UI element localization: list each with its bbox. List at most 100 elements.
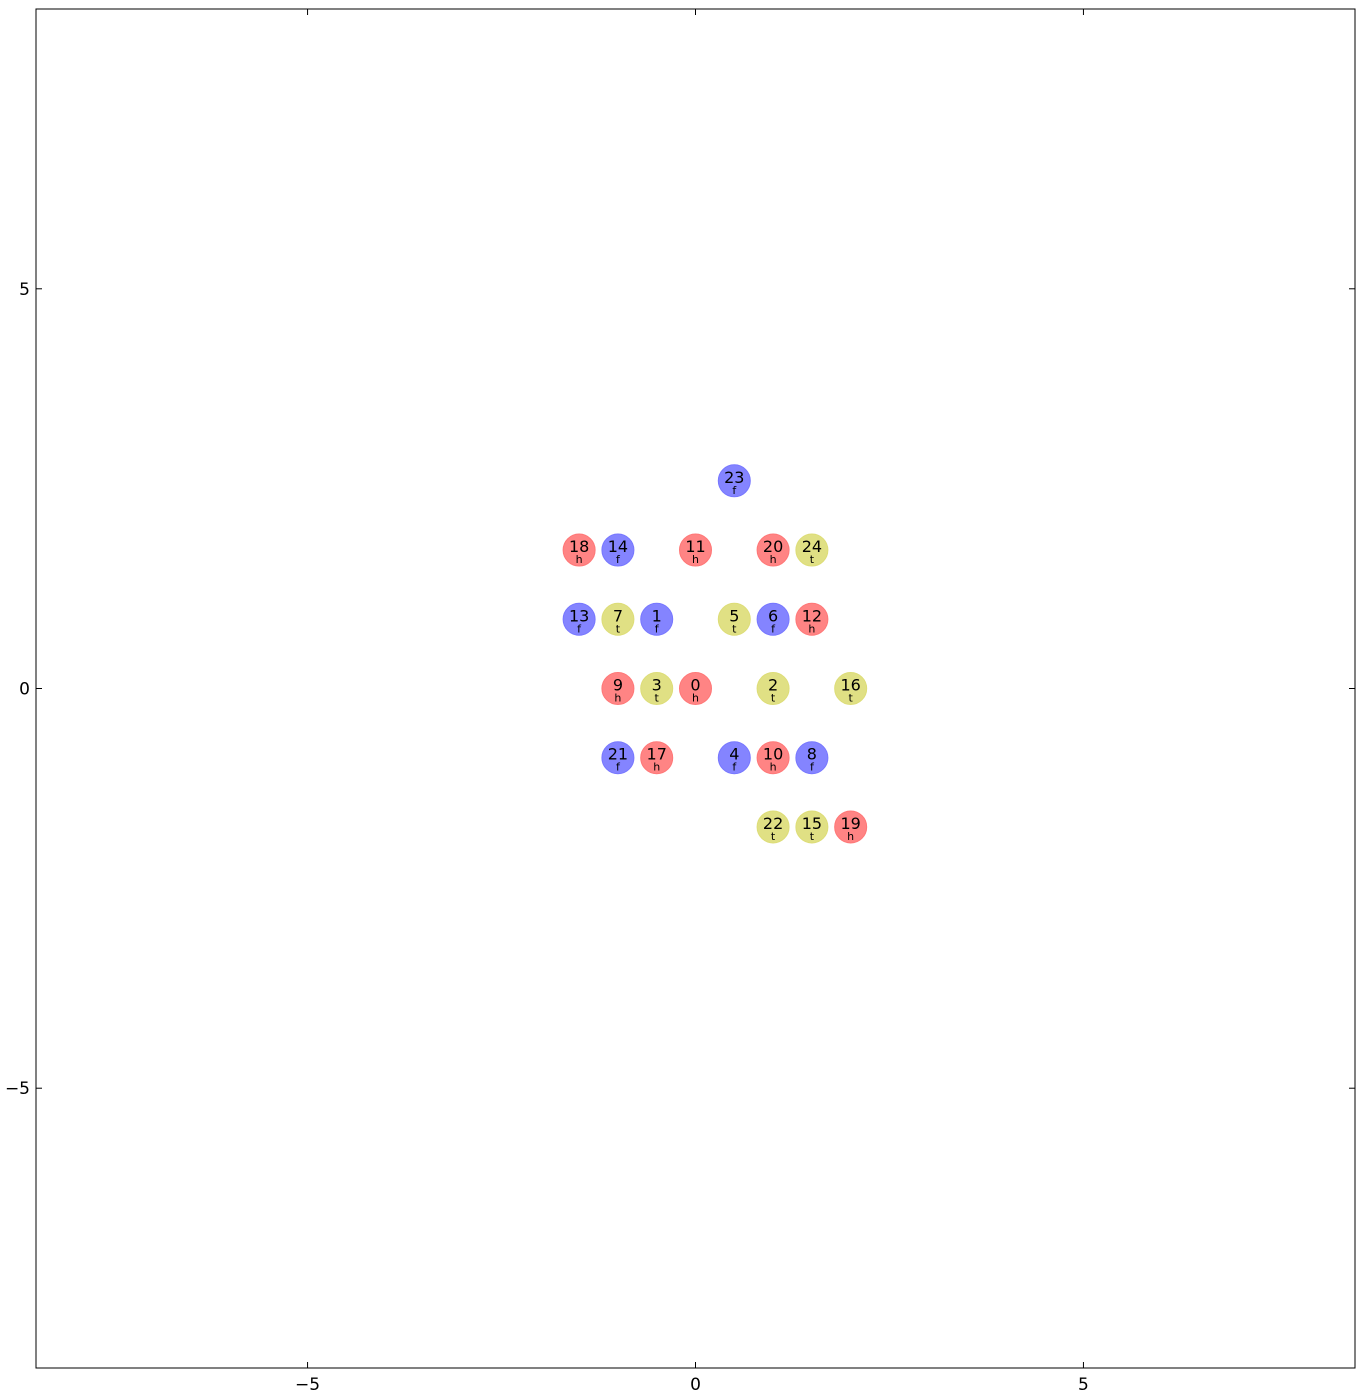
point-id-label: 12 [802,606,822,625]
point-type-label: h [770,761,777,774]
point-marker [834,810,868,844]
data-point: 12h [795,602,829,636]
point-type-label: h [808,622,815,635]
point-marker [795,533,829,567]
data-point: 24t [795,533,829,567]
data-point: 6f [756,602,790,636]
data-point: 7t [601,602,635,636]
data-points: 0h1f2t3t4f5t6f7t8f9h10h11h12h13f14f15t16… [562,464,868,844]
point-id-label: 18 [569,537,589,556]
point-marker [717,602,751,636]
y-tick-label: −5 [5,1079,30,1099]
data-point: 19h [834,810,868,844]
data-point: 14f [601,533,635,567]
data-point: 4f [717,741,751,775]
point-marker [679,672,712,705]
point-id-label: 17 [647,745,667,764]
point-id-label: 8 [807,745,817,764]
data-point: 23f [717,464,751,498]
point-marker [756,602,790,636]
point-type-label: h [576,553,583,566]
point-marker [756,533,790,567]
point-type-label: t [771,830,776,843]
point-type-label: h [614,692,621,705]
point-type-label: f [810,761,815,774]
point-id-label: 5 [729,606,739,625]
point-type-label: t [810,830,815,843]
point-type-label: f [771,622,776,635]
point-id-label: 23 [724,468,744,487]
data-point: 16t [834,672,868,705]
point-marker [640,602,674,636]
point-type-label: t [655,692,660,705]
point-marker [601,602,635,636]
point-type-label: t [849,692,854,705]
point-marker [795,741,829,775]
data-point: 18h [562,533,596,567]
point-id-label: 15 [802,814,822,833]
data-point: 8f [795,741,829,775]
data-point: 21f [601,741,635,775]
point-id-label: 1 [652,606,662,625]
point-type-label: f [616,761,621,774]
data-point: 22t [756,810,790,844]
x-tick-label: −5 [295,1375,320,1395]
y-tick-label: 5 [19,280,30,300]
point-type-label: h [770,553,777,566]
point-id-label: 21 [608,745,628,764]
point-type-label: t [771,692,776,705]
point-marker [640,672,674,705]
point-marker [562,533,596,567]
point-marker [795,810,829,844]
point-type-label: t [810,553,815,566]
point-id-label: 2 [768,676,778,695]
point-id-label: 14 [608,537,628,556]
point-id-label: 6 [768,606,778,625]
point-marker [640,741,674,775]
data-point: 2t [756,672,790,705]
x-tick-label: 5 [1078,1375,1089,1395]
point-id-label: 20 [763,537,783,556]
point-id-label: 7 [613,606,623,625]
data-point: 13f [562,602,596,636]
axis-ticks: −5 0 5 5 0 −5 [5,9,1355,1395]
point-type-label: f [577,622,582,635]
data-point: 3t [640,672,674,705]
point-id-label: 22 [763,814,783,833]
point-type-label: h [653,761,660,774]
data-point: 17h [640,741,674,775]
data-point: 1f [640,602,674,636]
point-marker [834,672,868,705]
data-point: 11h [679,533,712,567]
data-point: 15t [795,810,829,844]
point-id-label: 16 [840,676,860,695]
point-marker [601,533,635,567]
data-point: 9h [601,672,635,705]
point-id-label: 3 [652,676,662,695]
point-marker [756,810,790,844]
point-id-label: 11 [685,537,705,556]
y-tick-label: 0 [19,680,30,700]
point-id-label: 0 [690,676,700,695]
point-type-label: h [692,553,699,566]
point-type-label: t [616,622,621,635]
point-marker [795,602,829,636]
point-id-label: 10 [763,745,783,764]
point-type-label: h [847,830,854,843]
data-point: 10h [756,741,790,775]
point-marker [756,741,790,775]
point-type-label: f [616,553,621,566]
point-type-label: f [732,484,737,497]
point-id-label: 9 [613,676,623,695]
point-marker [679,533,712,567]
point-marker [601,672,635,705]
point-id-label: 19 [840,814,860,833]
point-type-label: f [655,622,660,635]
data-point: 0h [679,672,712,705]
point-type-label: t [732,622,737,635]
point-type-label: h [692,692,699,705]
point-id-label: 13 [569,606,589,625]
data-point: 20h [756,533,790,567]
point-id-label: 4 [729,745,739,764]
